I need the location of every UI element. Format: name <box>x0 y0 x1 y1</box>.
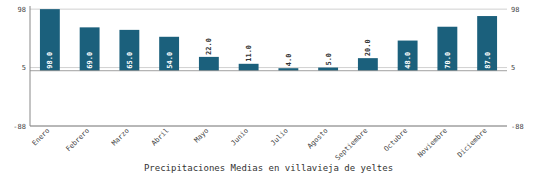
bar <box>40 9 60 71</box>
y-tick-label: 5 <box>22 64 26 72</box>
data-labels: 98.0 69.0 65.0 54.0 22.0 11.0 4.0 5.0 20.0 48.0 70… <box>46 38 491 69</box>
bar <box>318 68 338 71</box>
data-label: 5.0 <box>325 53 333 66</box>
x-tick-label: Febrero <box>65 127 92 154</box>
data-label: 20.0 <box>364 39 372 56</box>
grid <box>30 9 507 126</box>
x-tick-label: Noviembre <box>416 127 448 159</box>
bar <box>358 58 378 71</box>
grid-line <box>30 126 507 127</box>
bars <box>40 9 497 71</box>
data-label: 48.0 <box>404 52 412 69</box>
title: Precipitaciones Medias en villavieja de … <box>144 163 393 173</box>
x-tick-label: Septiembre <box>334 127 369 162</box>
bar <box>239 64 259 71</box>
y-tick-label-right: 5 <box>511 64 515 72</box>
x-tick-label: Junio <box>229 127 250 148</box>
bar <box>199 57 219 71</box>
bar <box>437 27 457 71</box>
y-ticks: -88 -88 5 5 98 98 <box>13 6 523 131</box>
data-label: 22.0 <box>205 38 213 55</box>
y-tick-label: -88 <box>13 123 26 131</box>
data-label: 4.0 <box>285 54 293 67</box>
y-tick-label-right: 98 <box>511 6 519 14</box>
grid-line <box>30 9 507 10</box>
chart: -88 -88 5 5 98 98 98.0 69.0 65.0 54.0 22.0 11.0 4.0 5… <box>0 0 537 174</box>
data-label: 98.0 <box>46 52 54 69</box>
x-tick-label: Agosto <box>306 127 330 151</box>
y-axis-line <box>30 6 31 126</box>
bar <box>80 27 100 70</box>
data-label: 11.0 <box>245 45 253 62</box>
zero-line <box>30 70 507 71</box>
bar <box>477 16 497 71</box>
x-tick-label: Diciembre <box>456 127 488 159</box>
bar <box>119 30 139 71</box>
x-tick-label: Abril <box>150 127 171 148</box>
y-tick-label: 98 <box>18 6 26 14</box>
x-tick-label: Mayo <box>193 127 211 145</box>
data-label: 70.0 <box>444 52 452 69</box>
x-tick-label: Octubre <box>383 127 410 154</box>
y-tick-label-right: -88 <box>511 123 524 131</box>
grid-line <box>30 67 507 68</box>
x-tick-label: Enero <box>31 127 52 148</box>
x-ticks: Enero Febrero Marzo Abril Mayo Junio Julio Agos… <box>31 127 489 162</box>
chart-container: -88 -88 5 5 98 98 98.0 69.0 65.0 54.0 22.0 11.0 4.0 5… <box>0 0 537 174</box>
x-tick-label: Marzo <box>110 127 131 148</box>
bar <box>159 37 179 71</box>
data-label: 87.0 <box>484 52 492 69</box>
data-label: 65.0 <box>126 52 134 69</box>
bar <box>398 41 418 71</box>
x-axis-line <box>30 126 507 127</box>
data-label: 69.0 <box>86 52 94 69</box>
x-tick-label: Julio <box>269 127 290 148</box>
data-label: 54.0 <box>166 52 174 69</box>
